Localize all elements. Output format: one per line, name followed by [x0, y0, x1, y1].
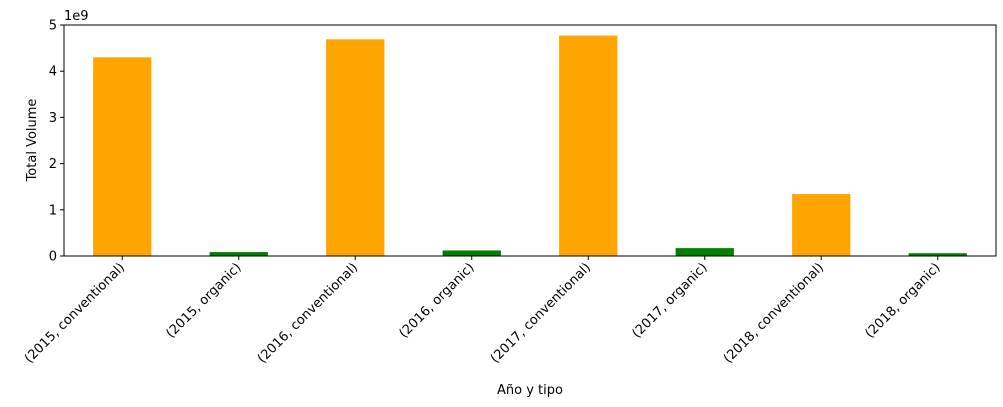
y-axis: 0 1 2 3 4 5	[49, 19, 64, 265]
x-tick-label-2: (2015, organic)	[163, 260, 244, 341]
y-axis-label: Total Volume	[25, 99, 40, 183]
x-tick-label-3: (2016, conventional)	[255, 260, 361, 366]
x-tick-label-7: (2018, conventional)	[721, 260, 827, 366]
bar-1	[93, 57, 152, 257]
bar-4	[442, 250, 501, 256]
x-tick-label-4: (2016, organic)	[396, 260, 477, 341]
x-axis-label: Año y tipo	[497, 383, 563, 398]
bar-3	[326, 39, 385, 257]
y-tick-label-2: 1	[49, 203, 57, 218]
y-offset-label: 1e9	[64, 9, 89, 24]
bar-8	[908, 253, 967, 256]
plot-frame	[63, 24, 997, 257]
x-tick-label-1: (2015, conventional)	[22, 260, 128, 366]
bars-group	[93, 35, 967, 257]
y-tick-label-4: 3	[49, 111, 57, 126]
y-tick-label-1: 0	[49, 250, 57, 265]
x-tick-label-6: (2017, organic)	[629, 260, 710, 341]
y-tick-label-3: 2	[49, 157, 57, 172]
bar-7	[792, 194, 851, 256]
y-tick-label-5: 4	[49, 65, 57, 80]
x-tick-label-5: (2017, conventional)	[488, 260, 594, 366]
x-tick-label-8: (2018, organic)	[862, 260, 943, 341]
x-axis: (2015, conventional) (2015, organic) (2016…	[22, 256, 944, 366]
bar-5	[559, 35, 618, 256]
y-tick-label-6: 5	[49, 19, 57, 34]
bar-2	[209, 252, 268, 256]
bar-6	[675, 248, 734, 256]
